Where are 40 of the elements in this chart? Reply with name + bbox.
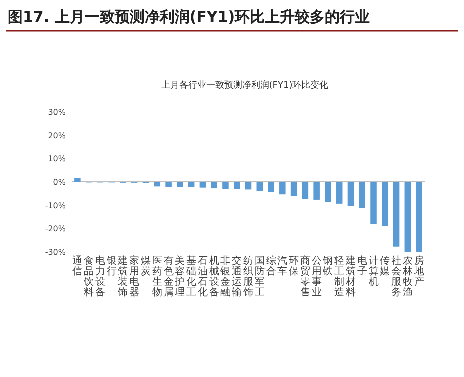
x-tick-label: 公用事业 [312, 255, 322, 298]
x-tick-label: 国防军工 [254, 256, 265, 298]
x-tick-label: 商贸零售 [300, 255, 310, 298]
x-tick-label: 银行 [106, 256, 117, 278]
y-tick-label: -20% [45, 224, 66, 234]
x-tick-label: 食品饮料 [83, 255, 94, 298]
x-tick-label: 纺织服饰 [242, 255, 254, 298]
x-tick-label: 汽车 [278, 255, 288, 278]
y-tick-label: -10% [45, 201, 66, 210]
y-tick-label: -30% [45, 248, 66, 257]
x-tick-label: 医药生物 [152, 256, 162, 298]
x-tick-label: 建筑装饰 [117, 255, 128, 298]
x-tick-label: 建筑材料 [344, 255, 356, 298]
x-tick-label: 非银金融 [220, 255, 231, 298]
x-tick-label: 基础化工 [186, 255, 197, 298]
y-tick-label: 10% [48, 154, 66, 164]
x-tick-label: 房地产 [413, 255, 424, 288]
x-tick-label: 社会服务 [392, 255, 402, 298]
x-tick-label: 通信 [72, 255, 83, 278]
chart-title: 图17. 上月一致预测净利润(FY1)环比上升较多的行业 [8, 8, 370, 26]
x-tick-label: 环保 [289, 256, 300, 278]
y-tick-label: 20% [48, 131, 66, 140]
y-tick-label: 30% [48, 108, 66, 117]
x-tick-label: 农林牧渔 [402, 256, 413, 298]
x-tick-label: 交通运输 [232, 255, 242, 298]
chart-subtitle: 上月各行业一致预测净利润(FY1)环比变化 [161, 80, 329, 91]
x-tick-label: 美容护理 [174, 255, 186, 298]
x-tick-label: 机械设备 [209, 255, 220, 298]
y-tick-label: 0% [53, 178, 66, 187]
x-tick-label: 电力设备 [95, 255, 106, 298]
x-tick-label: 钢铁 [322, 256, 334, 278]
x-tick-label: 计算机 [368, 255, 379, 288]
x-tick-label: 有色金属 [164, 255, 174, 298]
x-tick-label: 综合 [266, 255, 276, 278]
x-tick-label: 轻工制造 [334, 255, 345, 298]
x-tick-label: 家用电器 [130, 255, 140, 298]
x-tick-label: 传媒 [380, 256, 390, 278]
x-tick-label: 石油石化 [198, 256, 208, 298]
x-tick-label: 煤炭 [141, 255, 152, 278]
x-tick-label: 电子 [357, 255, 368, 278]
